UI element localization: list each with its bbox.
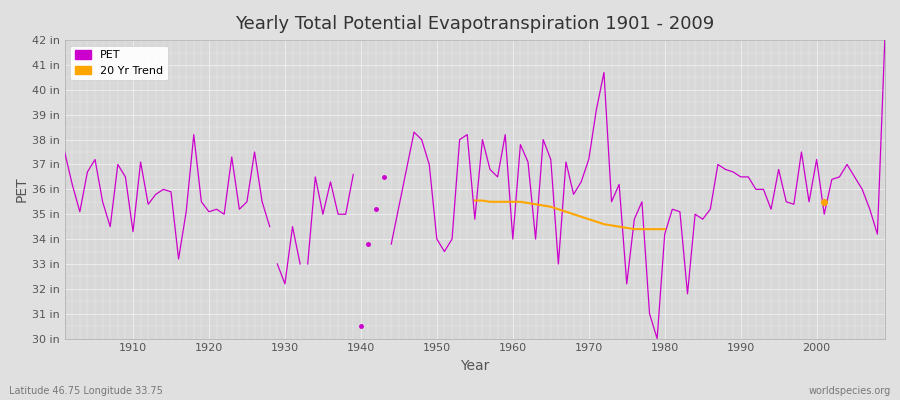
Text: Latitude 46.75 Longitude 33.75: Latitude 46.75 Longitude 33.75	[9, 386, 163, 396]
Legend: PET, 20 Yr Trend: PET, 20 Yr Trend	[70, 46, 167, 80]
X-axis label: Year: Year	[460, 359, 490, 373]
Y-axis label: PET: PET	[15, 176, 29, 202]
Text: worldspecies.org: worldspecies.org	[809, 386, 891, 396]
Title: Yearly Total Potential Evapotranspiration 1901 - 2009: Yearly Total Potential Evapotranspiratio…	[235, 15, 715, 33]
